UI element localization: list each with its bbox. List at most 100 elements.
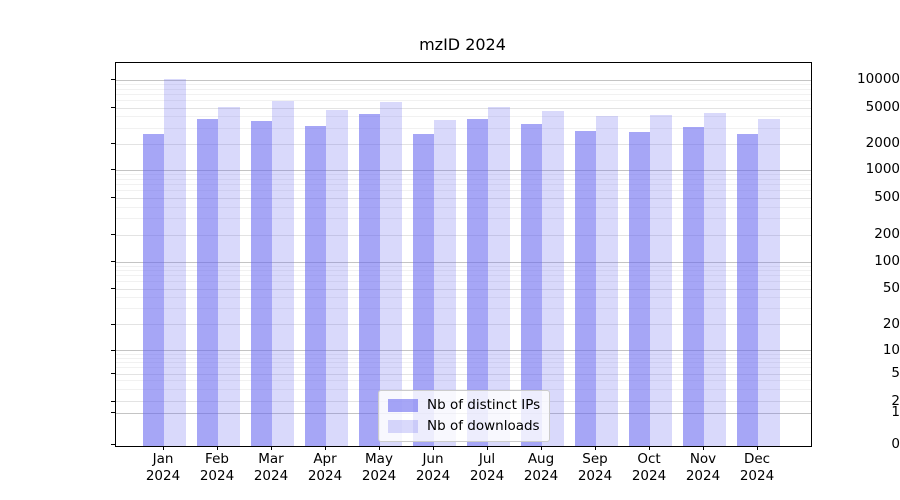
bar [736, 134, 758, 446]
bar [164, 78, 186, 446]
legend-label-downloads: Nb of downloads [427, 418, 540, 434]
chart-title: mzID 2024 [419, 35, 506, 54]
legend-item-distinct-ips: Nb of distinct IPs [388, 398, 540, 413]
y-tick-label: 2000 [865, 135, 900, 151]
bar [326, 110, 348, 446]
legend-swatch-downloads [388, 420, 418, 433]
gridline [116, 261, 811, 263]
bar [380, 102, 402, 446]
bar [596, 115, 618, 446]
gridline [116, 275, 811, 277]
x-tick-label: May 2024 [361, 451, 397, 484]
bar [542, 110, 564, 446]
gridline [116, 324, 811, 325]
y-tick-label: 5000 [865, 99, 900, 115]
y-tick-label: 10 [882, 341, 900, 358]
x-tick-mark [433, 446, 434, 450]
y-tick-mark [111, 444, 115, 445]
gridline [116, 297, 811, 299]
x-tick-label: Apr 2024 [307, 451, 343, 484]
gridline [116, 380, 811, 382]
gridline [116, 281, 811, 283]
gridline [116, 388, 811, 390]
y-tick-mark [111, 169, 115, 170]
x-tick-label: Jan 2024 [145, 451, 181, 484]
gridline [116, 357, 811, 359]
x-tick-mark [271, 446, 272, 450]
gridline [116, 183, 811, 185]
bar [272, 101, 294, 446]
y-tick-mark [111, 373, 115, 374]
x-tick-mark [217, 446, 218, 450]
bar [434, 120, 456, 446]
bar [574, 130, 596, 446]
gridline [116, 288, 811, 290]
plot-area: Nb of distinct IPs Nb of downloads [115, 62, 812, 447]
gridline [116, 173, 811, 175]
y-tick-label: 0 [891, 436, 900, 452]
gridline [116, 367, 811, 369]
x-tick-label: Aug 2024 [523, 451, 559, 484]
gridline [116, 270, 811, 272]
bar [628, 132, 650, 446]
x-tick-mark [757, 446, 758, 450]
y-tick-mark [111, 143, 115, 144]
gridline [116, 169, 811, 171]
gridline [116, 350, 811, 351]
gridline [116, 308, 811, 310]
y-tick-label: 20 [882, 315, 900, 332]
y-tick-mark [111, 288, 115, 289]
gridline [116, 143, 811, 145]
y-tick-label: 1 [891, 404, 900, 421]
y-tick-label: 50 [882, 280, 900, 296]
y-tick-mark [111, 412, 115, 414]
x-tick-mark [595, 446, 596, 450]
gridline [116, 116, 811, 118]
x-tick-label: Oct 2024 [631, 451, 667, 484]
bar [250, 120, 272, 446]
gridline [116, 178, 811, 180]
x-tick-label: Sep 2024 [577, 451, 613, 484]
x-tick-mark [163, 446, 164, 450]
bar [412, 133, 434, 446]
x-tick-mark [541, 446, 542, 450]
gridline [116, 218, 811, 220]
x-tick-mark [487, 446, 488, 450]
y-tick-label: 2 [891, 392, 900, 409]
y-tick-mark [111, 107, 115, 108]
gridline [116, 190, 811, 192]
bar [650, 115, 672, 446]
bar [142, 134, 164, 446]
gridline [116, 353, 811, 355]
gridline [116, 362, 811, 364]
y-tick-mark [111, 349, 115, 351]
gridline [116, 197, 811, 199]
x-tick-label: Mar 2024 [253, 451, 289, 484]
y-tick-label: 200 [874, 226, 900, 242]
y-tick-label: 1000 [865, 161, 900, 177]
bar [304, 125, 326, 446]
x-tick-mark [325, 446, 326, 450]
legend: Nb of distinct IPs Nb of downloads [378, 390, 551, 442]
x-tick-mark [379, 446, 380, 450]
bar [488, 106, 510, 446]
y-tick-label: 10000 [857, 71, 900, 87]
y-tick-label: 100 [874, 253, 900, 269]
y-tick-mark [111, 323, 115, 325]
bar [196, 118, 218, 446]
x-tick-label: Jun 2024 [415, 451, 451, 484]
bar [520, 123, 542, 446]
gridline [116, 127, 811, 129]
legend-item-downloads: Nb of downloads [388, 419, 540, 434]
bar [758, 119, 780, 446]
legend-label-distinct-ips: Nb of distinct IPs [427, 397, 541, 413]
bar [466, 118, 488, 446]
y-tick-mark [111, 261, 115, 262]
bar [218, 107, 240, 446]
y-tick-mark [111, 79, 115, 80]
gridline [116, 93, 811, 95]
y-tick-mark [111, 234, 115, 235]
gridline [116, 265, 811, 267]
gridline [116, 100, 811, 102]
